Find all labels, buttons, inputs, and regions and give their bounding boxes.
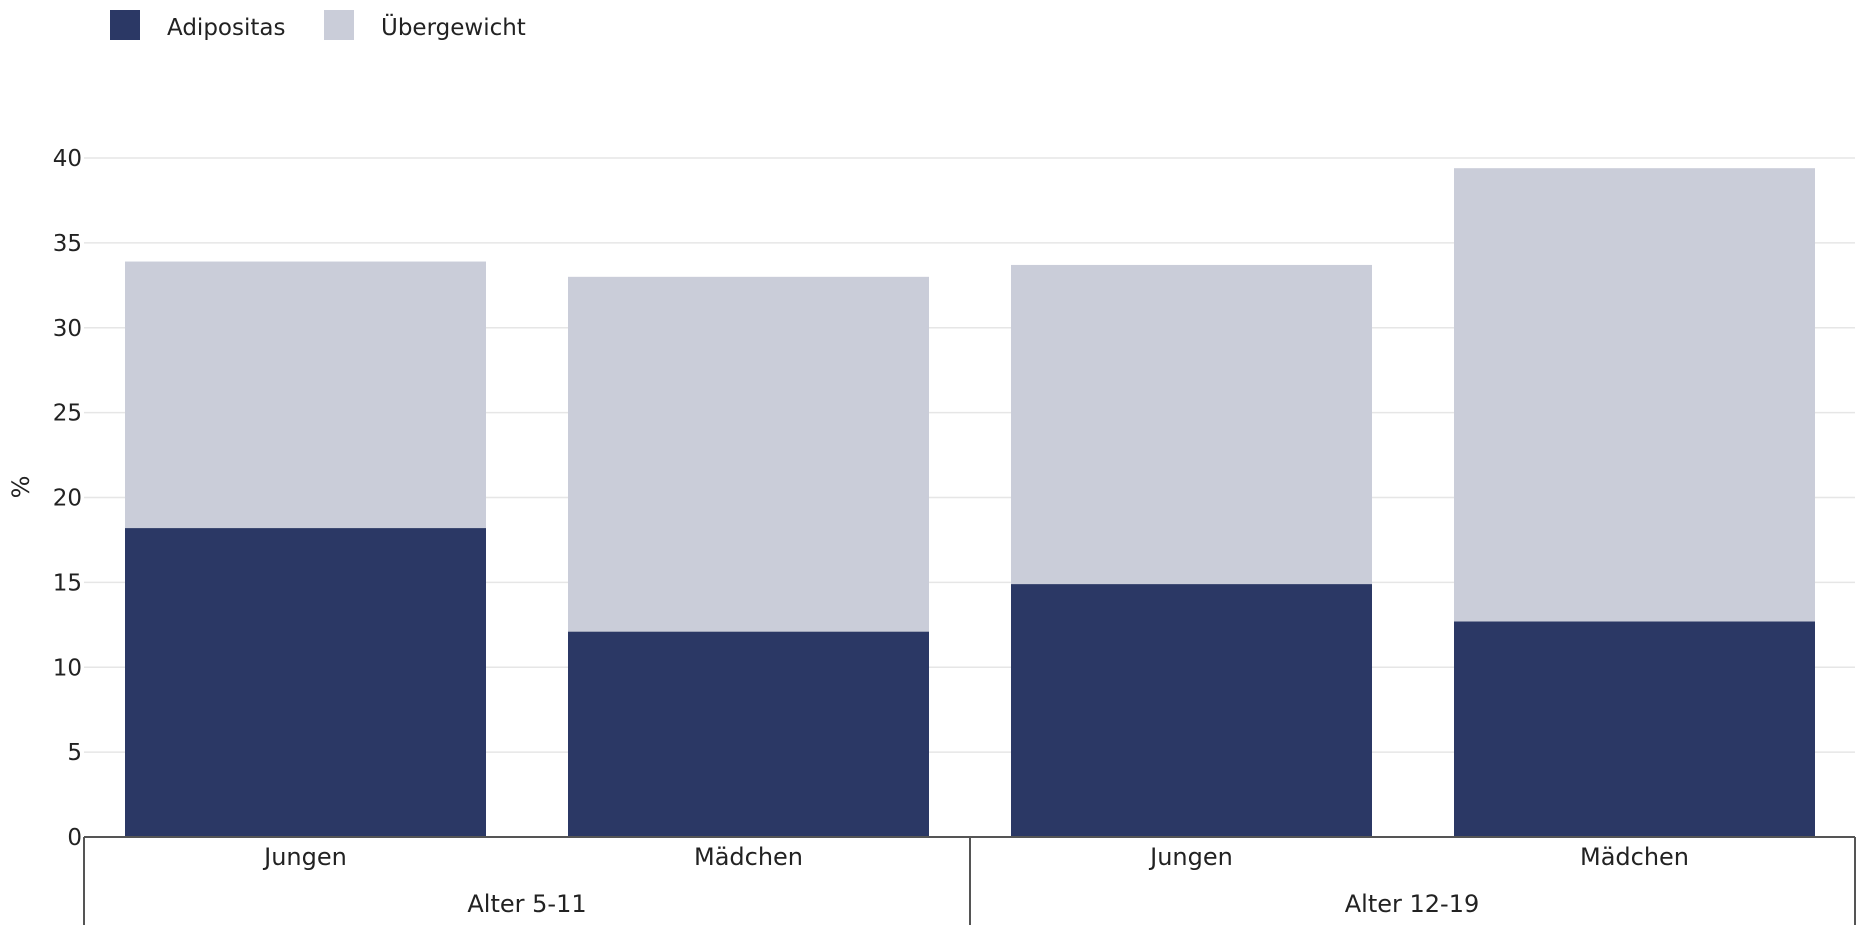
bar--bergewicht-3 [1454, 168, 1815, 622]
bar--bergewicht-1 [568, 276, 929, 632]
y-tick-label-8: 40 [53, 146, 82, 172]
category-label-2: Jungen [1148, 843, 1233, 871]
y-tick-label-3: 15 [53, 570, 82, 596]
axes [83, 836, 1856, 925]
y-axis-ticks: 0 5 10 15 20 25 30 35 40 [53, 146, 82, 851]
category-label-3: Mädchen [1580, 843, 1689, 871]
y-tick-label-5: 25 [53, 401, 82, 427]
bars [125, 168, 1815, 837]
y-tick-label-7: 35 [53, 231, 82, 257]
bar--bergewicht-2 [1011, 264, 1372, 585]
legend-swatch-0 [110, 10, 140, 40]
y-tick-label-2: 10 [53, 655, 82, 681]
group-label-0: Alter 5-11 [467, 890, 586, 918]
y-tick-label-6: 30 [53, 316, 82, 342]
y-axis-label: % [7, 476, 35, 499]
y-tick-label-4: 20 [53, 486, 82, 512]
category-label-0: Jungen [262, 843, 347, 871]
legend-label-1: Übergewicht [381, 13, 526, 41]
bar-adipositas-1 [568, 631, 929, 837]
bar-adipositas-3 [1454, 621, 1815, 837]
legend-swatch-1 [324, 10, 354, 40]
legend: Adipositas Übergewicht [110, 10, 526, 41]
bar-adipositas-0 [125, 528, 486, 837]
x-axis-labels: Jungen Mädchen Jungen Mädchen Alter 5-11 Alte… [262, 843, 1689, 918]
legend-label-0: Adipositas [167, 15, 285, 41]
bar--bergewicht-0 [125, 261, 486, 529]
group-label-1: Alter 12-19 [1345, 890, 1480, 918]
y-tick-label-0: 0 [67, 825, 82, 851]
y-tick-label-1: 5 [67, 740, 82, 766]
bar-adipositas-2 [1011, 584, 1372, 837]
category-label-1: Mädchen [694, 843, 803, 871]
